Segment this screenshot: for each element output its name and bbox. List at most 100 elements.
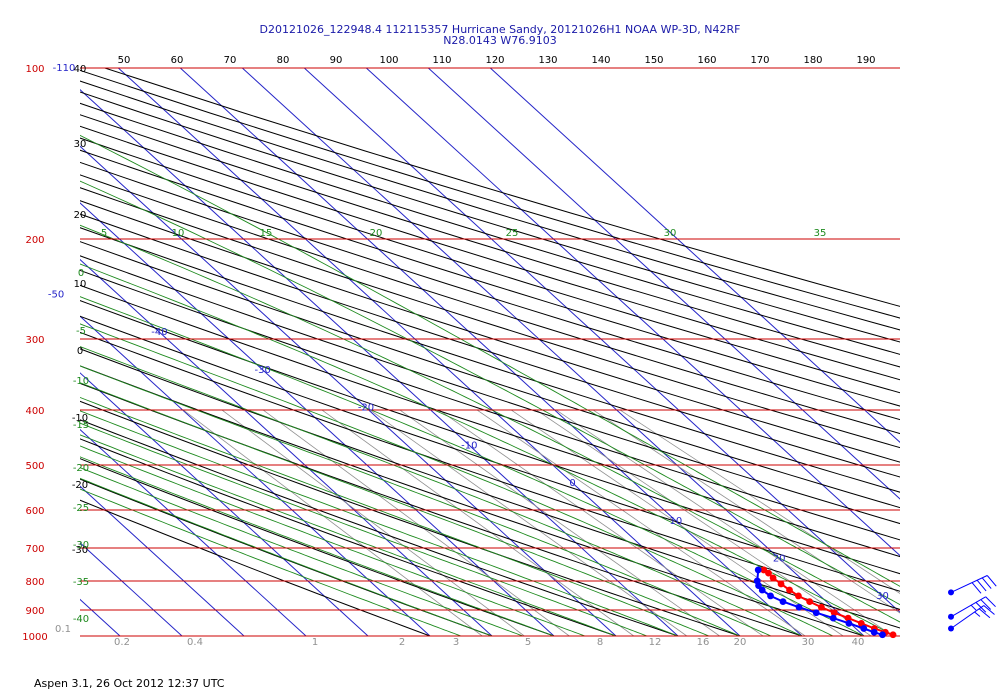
mixing-ratio-label: 0.2	[114, 637, 130, 648]
isotherm-label: -110	[53, 63, 76, 74]
dewpoint-point	[779, 598, 787, 606]
dewpoint-point	[870, 628, 878, 636]
dewpoint-point	[754, 566, 762, 574]
wind-barb-flag	[983, 605, 995, 615]
mixing-ratio-label: 8	[597, 637, 603, 648]
dry-adiabat-line	[80, 114, 900, 368]
wind-barb-staff	[950, 605, 985, 629]
moist-adiabat-label: 30	[664, 228, 677, 239]
dewpoint-point	[767, 592, 774, 600]
top-tick-label: 180	[803, 55, 822, 66]
isotherm-line	[80, 258, 493, 636]
dry-adiabat-line	[80, 213, 900, 478]
moist-adiabat-line	[80, 346, 803, 636]
moist-adiabat-label: -25	[73, 503, 89, 514]
mixing-ratio-label: 3	[453, 637, 459, 648]
pressure-label: 500	[25, 461, 44, 472]
wind-barb-flag	[985, 596, 996, 608]
dry-adiabat-line	[80, 161, 900, 421]
dry-adiabat-label: 40	[74, 64, 87, 75]
moist-adiabat-label: -30	[73, 540, 89, 551]
pressure-label: 100	[25, 64, 44, 75]
dry-adiabat-line	[80, 419, 679, 636]
mixing-ratio-label: 0.4	[187, 637, 203, 648]
temperature-point	[765, 569, 772, 577]
moist-adiabat-line	[80, 456, 555, 636]
wind-barb-flag	[986, 575, 997, 587]
moist-adiabat-label: -35	[73, 577, 89, 588]
top-tick-label: 50	[118, 55, 131, 66]
top-tick-label: 60	[171, 55, 184, 66]
pressure-label: 300	[25, 335, 44, 346]
dry-adiabat-line	[80, 438, 617, 636]
dewpoint-point	[812, 609, 820, 617]
moist-adiabat-label: 5	[101, 228, 107, 239]
moist-adiabat-label: 0	[78, 268, 84, 279]
isotherm-label: 30	[876, 591, 889, 602]
pressure-label: 800	[25, 577, 44, 588]
top-tick-label: 170	[750, 55, 769, 66]
pressure-label: 400	[25, 406, 44, 417]
wind-barb-flag	[978, 608, 991, 619]
moist-adiabat-line	[80, 365, 772, 636]
temperature-point	[830, 609, 838, 617]
temperature-point	[777, 580, 785, 588]
mixing-ratio-label: 12	[649, 637, 662, 648]
dry-adiabat-label: -10	[72, 413, 88, 424]
isotherm-label: -20	[358, 403, 374, 414]
mixing-ratio-line	[438, 409, 764, 636]
dry-adiabat-label: 0	[77, 346, 83, 357]
dry-adiabat-line	[80, 499, 431, 636]
dry-adiabat-label: 10	[74, 279, 87, 290]
top-tick-label: 150	[644, 55, 663, 66]
dry-adiabat-line	[80, 174, 900, 435]
wind-barb-staff	[950, 575, 988, 593]
moist-adiabat-label: 35	[814, 228, 827, 239]
temperature-point	[889, 631, 897, 639]
isotherm-label: 0	[569, 478, 575, 489]
dry-adiabat-line	[80, 200, 900, 463]
dry-adiabat-line	[80, 69, 900, 319]
dewpoint-point	[845, 619, 853, 627]
top-tick-label: 70	[224, 55, 237, 66]
mixing-ratio-line	[321, 409, 635, 636]
top-tick-label: 100	[379, 55, 398, 66]
chart-subtitle-location: N28.0143 W76.9103	[443, 34, 557, 47]
footer-caption: Aspen 3.1, 26 Oct 2012 12:37 UTC	[34, 677, 225, 690]
pressure-label: 200	[25, 235, 44, 246]
mixing-ratio-label: 40	[852, 637, 865, 648]
isotherm-line	[80, 145, 617, 636]
isotherm-line	[80, 485, 245, 636]
moist-adiabat-line	[80, 296, 865, 636]
temperature-point	[786, 586, 793, 594]
mixing-ratio-line	[399, 409, 720, 636]
mixing-ratio-line	[182, 409, 483, 636]
moist-adiabat-line	[80, 180, 900, 606]
moist-adiabat-line	[80, 410, 679, 636]
moist-adiabat-line	[80, 445, 586, 636]
isotherm-line	[80, 202, 555, 636]
temperature-point	[844, 614, 852, 622]
isotherm-line	[303, 68, 900, 613]
top-tick-label: 160	[697, 55, 716, 66]
moist-adiabat-line	[80, 263, 896, 636]
wind-barb-flag	[980, 599, 992, 610]
dry-adiabat-label: -20	[72, 480, 88, 491]
temperature-point	[769, 574, 777, 582]
dewpoint-point	[755, 582, 762, 589]
moist-adiabat-line	[80, 382, 741, 636]
mixing-ratio-label: 0.1	[55, 624, 71, 635]
dewpoint-point	[758, 586, 766, 594]
dry-adiabat-line	[80, 102, 900, 355]
dry-adiabat-line	[80, 125, 900, 381]
chart-title: D20121026_122948.4 112115357 Hurricane S…	[259, 23, 741, 36]
isotherm-line	[427, 68, 900, 500]
dry-adiabat-line	[104, 68, 900, 307]
isotherm-label: -10	[461, 440, 477, 451]
mixing-ratio-label: 16	[697, 637, 710, 648]
pressure-label: 900	[25, 606, 44, 617]
mixing-ratio-line	[619, 409, 900, 594]
dry-adiabat-line	[80, 187, 900, 449]
moist-adiabat-label: 10	[172, 228, 185, 239]
